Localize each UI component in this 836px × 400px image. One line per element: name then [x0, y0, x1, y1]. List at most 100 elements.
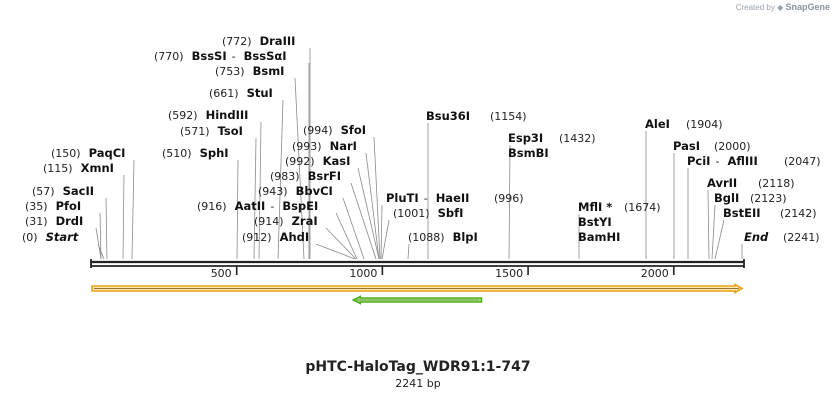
site-name: AleI [645, 117, 670, 131]
site-name: SbfI [438, 206, 464, 220]
site-separator: - [715, 155, 719, 168]
site-position: (770) [154, 50, 184, 63]
site-plutl: PluTI - HaeII (996) [386, 191, 524, 205]
leader-kasi [357, 167, 380, 260]
site-name: TsoI [218, 124, 243, 138]
site-name: BlpI [453, 230, 478, 244]
site-name: KasI [323, 154, 351, 168]
site-name: AflIII [727, 154, 757, 168]
site-name: ZraI [292, 214, 318, 228]
site-start: (0) Start [22, 230, 79, 244]
site-sbfi: (1001) SbfI [393, 206, 463, 220]
leader-zrai [325, 227, 357, 260]
site-name: Esp3I [508, 131, 543, 145]
leader-avrii [707, 189, 710, 260]
site-name: Bsu36I [426, 109, 470, 123]
site-position: (914) [254, 215, 284, 228]
leader-lines [95, 48, 743, 260]
site-bsrfi: (983) BsrFI [270, 169, 341, 183]
site-bsssi: (770) BssSI - BssSαI [154, 49, 287, 63]
site-pfoi: (35) PfoI [25, 199, 81, 213]
site-name: BspEI [282, 199, 318, 213]
site-position: (510) [162, 147, 192, 160]
site-name: BamHI [578, 230, 620, 244]
site-avrii: AvrII (2118) [707, 176, 795, 190]
site-position: (115) [43, 162, 73, 175]
site-name: BglI [714, 191, 739, 205]
sequence-backbone [90, 259, 745, 268]
site-position: (1432) [559, 132, 596, 145]
site-tsoi: (571) TsoI [180, 124, 243, 138]
site-separator: - [232, 50, 236, 63]
site-name: SphI [200, 146, 229, 160]
leader-paqci [131, 159, 135, 260]
site-name: PluTI [386, 191, 419, 205]
site-position: (772) [222, 35, 252, 48]
site-name: BssSI [192, 49, 227, 63]
leader-drdi [95, 227, 102, 260]
site-position: (1154) [490, 110, 527, 123]
site-name: MflI * [578, 200, 612, 214]
site-position: (992) [285, 155, 315, 168]
site-position: (2000) [714, 140, 751, 153]
site-sphi: (510) SphI [162, 146, 229, 160]
leader-pfoi [99, 212, 102, 260]
site-position: (916) [197, 200, 227, 213]
site-name: SfoI [341, 123, 366, 137]
site-position: (35) [25, 200, 48, 213]
site-name: AatII [235, 199, 266, 213]
site-name: HindIII [206, 108, 249, 122]
leader-sbfi [381, 219, 390, 260]
site-separator: - [270, 200, 274, 213]
site-name: BbvCI [296, 184, 333, 198]
site-name: BssSαI [244, 49, 287, 63]
ruler-tick-label: 2000 [641, 267, 669, 280]
site-name: AvrII [707, 176, 737, 190]
site-hindiii: (592) HindIII [168, 108, 248, 122]
ruler: 500 1000 1500 2000 [211, 266, 675, 280]
leader-bsteii [714, 219, 725, 260]
site-name: PciI [687, 154, 710, 168]
site-separator: - [424, 192, 428, 205]
site-name: StuI [247, 86, 273, 100]
ruler-tick-label: 1500 [495, 267, 523, 280]
site-position: (1674) [624, 201, 661, 214]
site-name: PfoI [56, 199, 82, 213]
site-position: (57) [32, 185, 55, 198]
site-name: XmnI [81, 161, 114, 175]
site-name: AhdI [280, 230, 310, 244]
leader-xmni [122, 174, 125, 260]
snapgene-credit: Created by ◆ SnapGene [736, 2, 830, 12]
leader-blpi [407, 243, 410, 260]
site-end: End (2241) [744, 230, 820, 244]
leader-aatii [335, 212, 358, 260]
site-position: (592) [168, 109, 198, 122]
leader-hindiii [258, 121, 262, 260]
leader-tsoi [253, 137, 257, 260]
site-ahdi: (912) AhdI [242, 230, 309, 244]
leader-bgli [711, 204, 716, 260]
site-name: BsmBI [508, 146, 549, 160]
site-labels: (0) Start (31) DrdI (35) PfoI(57) SacII (115) Xm… [22, 34, 821, 244]
site-position: (1904) [686, 118, 723, 131]
site-name: BsrFI [308, 169, 341, 183]
site-name: PasI [673, 139, 700, 153]
site-position: (912) [242, 231, 272, 244]
leader-sacii [105, 197, 108, 260]
site-aatii: (916) AatII - BspEI [197, 199, 318, 213]
leader-bsrfi [350, 182, 377, 260]
site-zrai: (914) ZraI [254, 214, 318, 228]
site-bbvci: (943) BbvCI [258, 184, 333, 198]
leader-esp3i [508, 144, 511, 260]
site-position: (753) [215, 65, 245, 78]
site-position: (2142) [780, 207, 817, 220]
site-position: (983) [270, 170, 300, 183]
site-bsteii: BstEII (2142) [723, 206, 817, 220]
site-xmni: (115) XmnI [43, 161, 114, 175]
site-nari: (993) NarI [292, 139, 357, 153]
plasmid-length: 2241 bp [395, 377, 441, 390]
site-position: (571) [180, 125, 210, 138]
